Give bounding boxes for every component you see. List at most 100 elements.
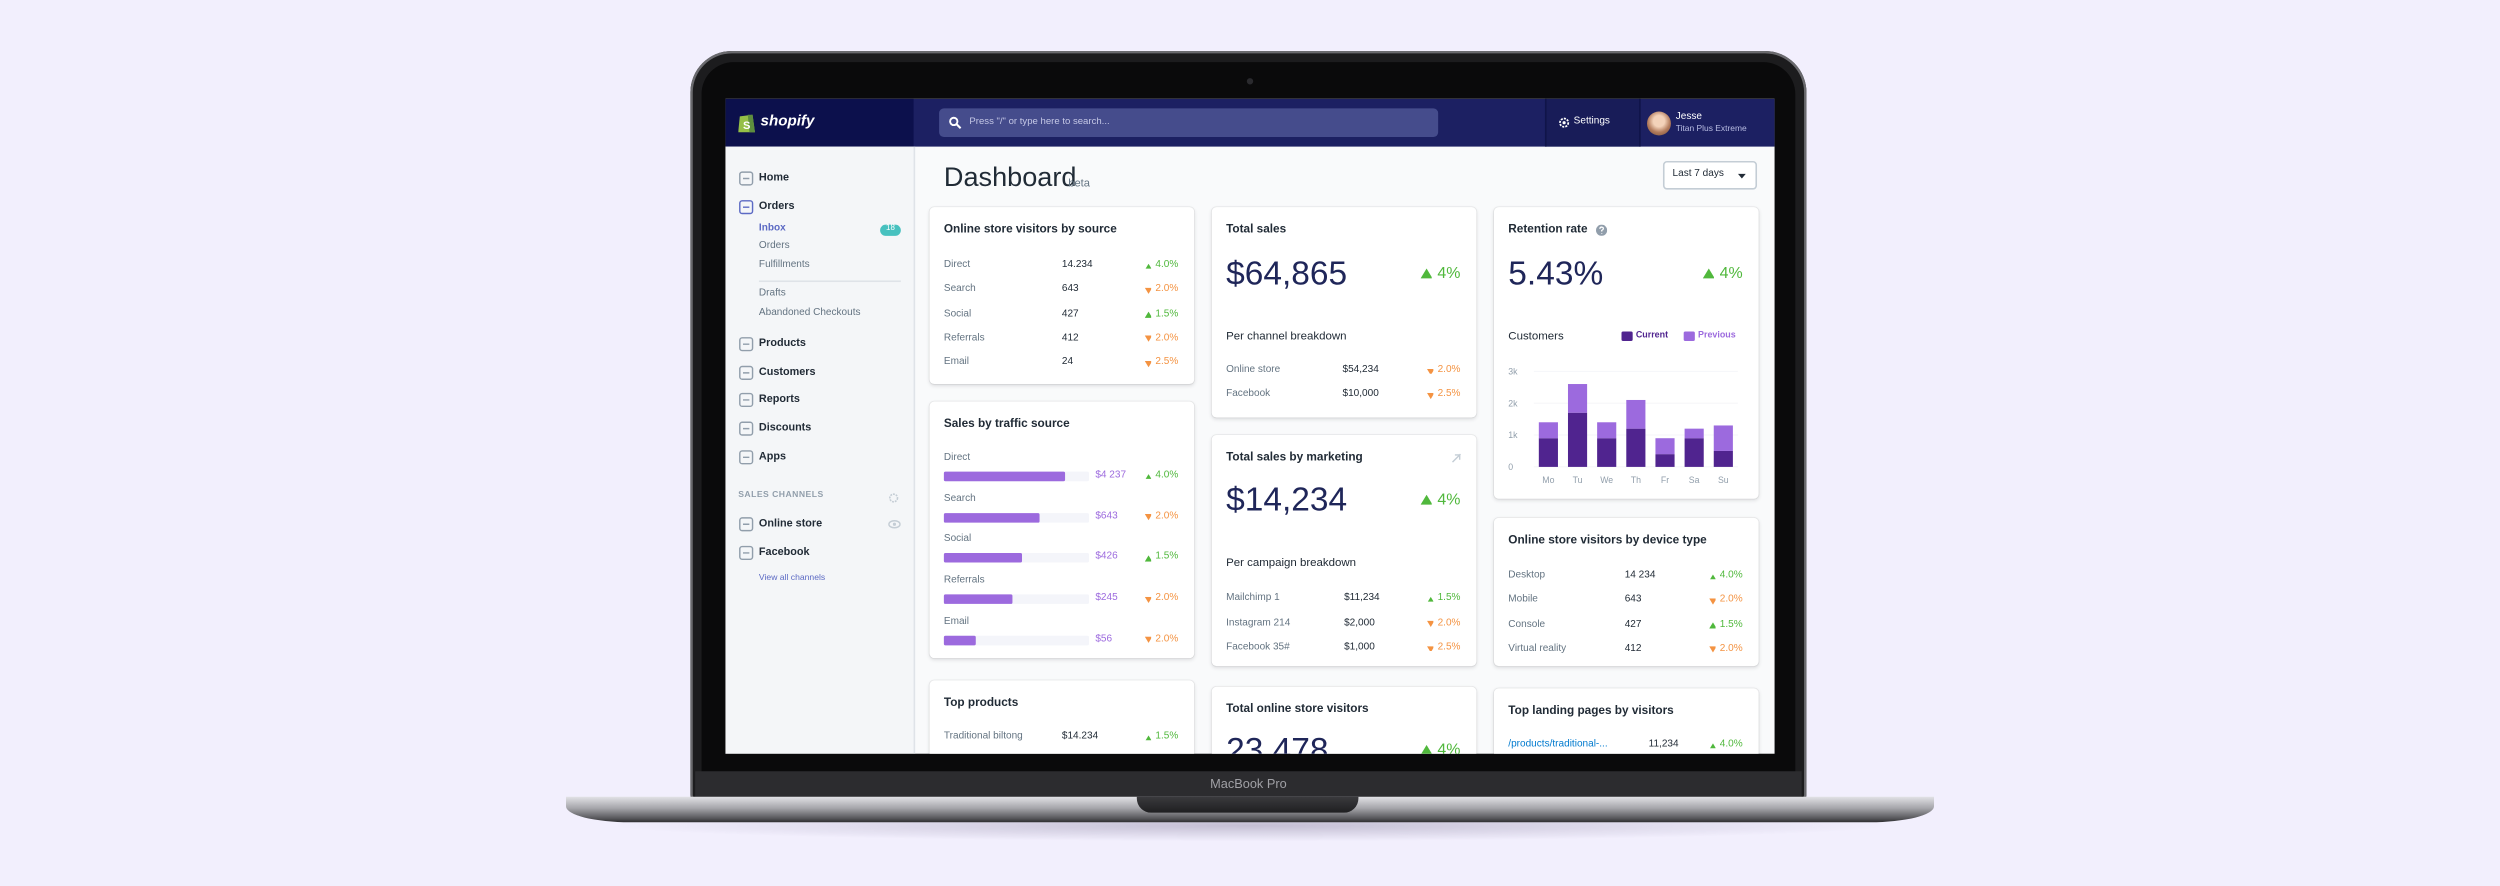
camera xyxy=(1246,78,1254,85)
sub-nav-item: Orders xyxy=(758,239,790,252)
row-label: Desktop xyxy=(1508,569,1546,581)
bar-segment xyxy=(1684,428,1704,439)
trend: 2.0% xyxy=(1144,633,1178,646)
card-amount: 23,478 xyxy=(1226,732,1329,754)
row-label: Email xyxy=(943,615,969,627)
icon-shape xyxy=(739,421,754,436)
x-tick-label: We xyxy=(1600,475,1613,485)
breakdown-title: Per campaign breakdown xyxy=(1226,554,1357,569)
row-value: $10,000 xyxy=(1342,388,1379,400)
top-bar: S shopify Press "/" or type here to sear… xyxy=(725,98,1775,147)
trend-arrow xyxy=(1426,620,1435,627)
icon-shape xyxy=(739,450,754,465)
legend-swatch xyxy=(1621,330,1632,342)
trend: 2.5% xyxy=(1426,389,1460,401)
trend-value: 1.5% xyxy=(1155,730,1179,742)
page-badge: beta xyxy=(1068,177,1090,190)
trend: 1.5% xyxy=(1144,551,1178,564)
nav-icon xyxy=(739,365,754,380)
bar-segment xyxy=(1655,454,1675,467)
trend-arrow xyxy=(1708,742,1717,749)
row-value: 412 xyxy=(1624,642,1642,655)
row-label: Search xyxy=(943,283,976,295)
trend-arrow xyxy=(1708,573,1717,580)
trend-arrow xyxy=(1144,734,1152,741)
user-store: Titan Plus Extreme xyxy=(1675,123,1747,134)
trend-arrow xyxy=(1144,637,1152,644)
search-box[interactable] xyxy=(939,108,1439,138)
card-title: Total online store visitors xyxy=(1226,701,1369,716)
logo-area xyxy=(725,98,914,147)
trend-arrow-shape xyxy=(1419,269,1432,280)
row-value: $2,000 xyxy=(1344,616,1375,628)
trend-arrow-shape xyxy=(1420,745,1431,754)
row-label: Facebook 35# xyxy=(1226,641,1290,653)
trend: 4.0% xyxy=(1144,259,1178,272)
nav-icon xyxy=(739,450,754,465)
bar xyxy=(943,594,1013,605)
trend-arrow-shape xyxy=(1426,392,1435,399)
trend-arrow-shape xyxy=(1426,620,1435,627)
row-label: Search xyxy=(943,492,976,504)
bar xyxy=(943,471,1066,482)
legend-label: Current xyxy=(1635,331,1669,341)
device-label: MacBook Pro xyxy=(1210,776,1287,791)
svg-text:S: S xyxy=(743,120,750,132)
channel-item: Facebook xyxy=(758,546,810,559)
bar-segment xyxy=(1684,438,1704,467)
icon-shape xyxy=(739,171,754,186)
bar-track xyxy=(943,635,1089,646)
trend-arrow-shape xyxy=(1144,555,1152,562)
trend-value: 1.5% xyxy=(1719,618,1743,630)
legend-swatch xyxy=(1683,330,1695,342)
row-label: Facebook xyxy=(1226,388,1271,400)
card-visitors-by-source: Online store visitors by source Direct 14.… xyxy=(929,207,1195,385)
trend-arrow-shape xyxy=(1419,495,1432,506)
page-title: Dashboard xyxy=(943,161,1077,193)
bar-segment xyxy=(1655,438,1675,455)
settings-button[interactable] xyxy=(1544,98,1641,147)
view-all-link: View all channels xyxy=(758,573,826,584)
row-label: Direct xyxy=(943,451,971,463)
trend-value: 2.0% xyxy=(1719,594,1743,606)
row-value: 24 xyxy=(1061,356,1074,368)
trend: 4.0% xyxy=(1708,570,1743,582)
bar-segment xyxy=(1626,399,1646,429)
range-dropdown[interactable] xyxy=(1662,160,1758,190)
trend-arrow-shape xyxy=(1144,734,1152,741)
user-name: Jesse xyxy=(1675,110,1702,122)
row-value: $11,234 xyxy=(1344,592,1380,604)
trend-arrow xyxy=(1426,368,1435,375)
trend: 2.0% xyxy=(1708,643,1743,655)
sub-nav-item: Fulfillments xyxy=(758,259,810,271)
bar-segment xyxy=(1567,412,1588,467)
icon-shape xyxy=(739,545,754,561)
row-value: 427 xyxy=(1624,618,1642,630)
row-value: 14.234 xyxy=(1061,259,1093,271)
x-tick-label: Su xyxy=(1718,475,1729,485)
trend-value: 2.0% xyxy=(1155,332,1179,344)
row-label: Instagram 214 xyxy=(1226,616,1291,628)
row-value: 11,234 xyxy=(1648,738,1679,750)
trend-arrow-shape xyxy=(1708,742,1717,749)
row-label: Social xyxy=(943,307,972,319)
x-tick-label: Th xyxy=(1631,475,1641,485)
trend-arrow-shape xyxy=(1144,596,1152,603)
icon-shape xyxy=(887,520,900,529)
breakdown-title: Per channel breakdown xyxy=(1226,328,1347,343)
channel-item: Online store xyxy=(758,518,823,530)
card-sales-by-marketing: Total sales by marketing $14,234 4% Per cam… xyxy=(1211,435,1477,667)
trend-value: 2.0% xyxy=(1437,364,1461,376)
bar-segment xyxy=(1538,438,1558,467)
card-title: Online store visitors by device type xyxy=(1508,532,1707,547)
icon-shape xyxy=(739,200,754,215)
trend-arrow xyxy=(1144,514,1152,521)
trend-arrow xyxy=(1144,555,1152,562)
row-value: 643 xyxy=(1061,283,1079,295)
trend-arrow xyxy=(1708,598,1717,605)
trend-value: 4% xyxy=(1437,265,1461,283)
trend-arrow xyxy=(1708,646,1717,654)
avatar[interactable] xyxy=(1647,110,1671,135)
trend-arrow xyxy=(1144,311,1152,318)
